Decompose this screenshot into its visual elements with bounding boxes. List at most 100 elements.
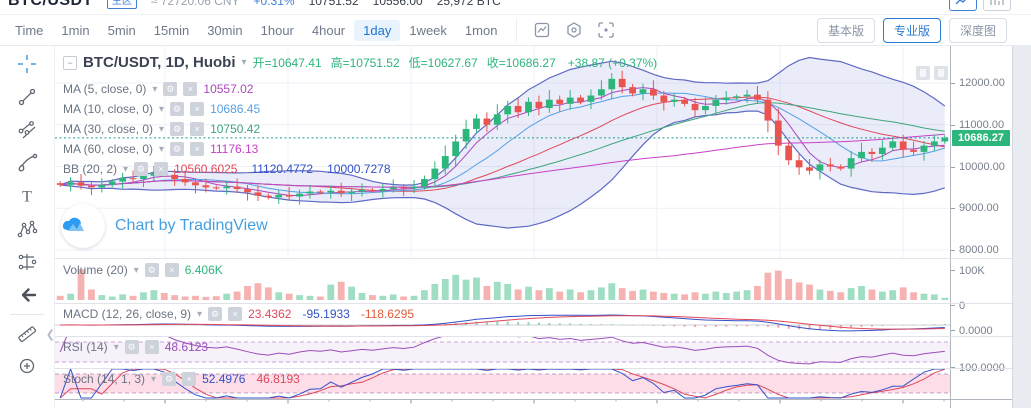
price-tick-label: 8000.00 [959, 244, 999, 256]
fiat-approx-value: ≈ 72720.06 CNY [150, 0, 240, 8]
interval-1mon[interactable]: 1mon [464, 22, 498, 38]
pane-separator[interactable] [55, 303, 1012, 304]
projection-icon[interactable] [10, 247, 44, 277]
ma-label[interactable]: MA (5, close, 0) [63, 82, 147, 96]
view-mode-buttons: 基本版 专业版 深度图 [816, 17, 1031, 43]
chart-area[interactable]: − BTC/USDT, 1D, Huobi ▾ 开=10647.41 高=1075… [55, 46, 950, 408]
macd-label[interactable]: MACD (12, 26, close, 9) [63, 307, 192, 321]
interval-Time[interactable]: Time [15, 22, 44, 38]
ma-label[interactable]: MA (60, close, 0) [63, 142, 154, 156]
ma-label[interactable]: MA (30, close, 0) [63, 122, 154, 136]
close-icon[interactable]: × [164, 263, 179, 277]
chevron-down-icon[interactable]: ▾ [133, 264, 139, 276]
pane-separator[interactable] [55, 368, 1012, 369]
interval-list: Time 1min 5min 15min 30min 1hour 4hour 1day 1wee… [0, 19, 506, 41]
gear-icon[interactable]: ⚙ [170, 102, 185, 116]
rsi-pane-canvas[interactable] [55, 336, 950, 368]
watermark-text[interactable]: Chart by TradingView [115, 217, 268, 234]
tradingview-logo-icon [61, 204, 105, 248]
text-icon[interactable]: T [10, 181, 44, 211]
interval-1min[interactable]: 1min [61, 22, 90, 38]
macd-values: 23.4362 -95.1933 -118.6295 [248, 307, 422, 321]
chevron-down-icon[interactable]: ▾ [241, 57, 247, 68]
sub-axis-tick [951, 330, 955, 331]
gear-icon[interactable]: ⚙ [170, 122, 185, 136]
time-axis[interactable] [55, 399, 950, 408]
xabcd-pattern-icon[interactable] [10, 214, 44, 244]
view-button-基本版[interactable]: 基本版 [816, 17, 875, 43]
pane-close-icon[interactable] [934, 66, 948, 80]
close-icon[interactable]: × [190, 122, 205, 136]
trend-line-icon[interactable] [10, 82, 44, 112]
chevron-down-icon[interactable]: ▾ [151, 373, 157, 385]
volume-label[interactable]: Volume (20) [63, 263, 128, 277]
ruler-icon[interactable] [10, 319, 44, 349]
close-icon[interactable]: × [182, 372, 197, 386]
macd-pane-canvas[interactable] [55, 303, 950, 336]
stoch-pane-canvas[interactable] [55, 368, 950, 399]
interval-5min[interactable]: 5min [107, 22, 136, 38]
chevron-down-icon[interactable]: ▾ [197, 308, 203, 320]
bb-label[interactable]: BB (20, 2) [63, 162, 118, 176]
chevron-down-icon[interactable]: ▾ [123, 163, 129, 175]
volume-24h: 25,972 BTC [436, 0, 501, 8]
chart-view-toggle-button[interactable] [949, 0, 977, 11]
high-24h: 10751.52 [308, 0, 359, 8]
pane-separator[interactable] [55, 258, 1012, 259]
back-arrow-icon[interactable] [10, 280, 44, 310]
gear-icon[interactable]: ⚙ [124, 340, 139, 354]
gear-icon[interactable]: ⚙ [170, 142, 185, 156]
interval-1hour[interactable]: 1hour [260, 22, 294, 38]
close-icon[interactable]: × [144, 340, 159, 354]
gear-icon[interactable]: ⚙ [163, 82, 178, 96]
chevron-down-icon[interactable]: ▾ [113, 341, 119, 353]
drawing-toolbar: ❮ T [0, 46, 55, 408]
interval-15min[interactable]: 15min [153, 22, 190, 38]
price-axis[interactable]: 12000.00 11000.00 10000.00 9000.00 8000.00 10… [950, 46, 1012, 408]
pane-separator[interactable] [55, 336, 1012, 337]
interval-4hour[interactable]: 4hour [311, 22, 346, 38]
gear-icon[interactable]: ⚙ [134, 162, 149, 176]
line-style-icon[interactable] [529, 18, 555, 42]
sub-axis-label: 0.0000 [959, 325, 993, 337]
symbol-legend-title[interactable]: BTC/USDT, 1D, Huobi [83, 54, 236, 71]
close-icon[interactable]: × [190, 102, 205, 116]
stoch-d-value: 46.8193 [256, 372, 300, 386]
chevron-down-icon[interactable]: ▾ [159, 123, 165, 135]
stoch-label[interactable]: Stoch (14, 1, 3) [63, 372, 146, 386]
gear-icon[interactable]: ⚙ [208, 307, 223, 321]
ma-label[interactable]: MA (10, close, 0) [63, 102, 154, 116]
price-chart-canvas[interactable] [55, 46, 950, 258]
gear-icon[interactable]: ⚙ [162, 372, 177, 386]
zoom-in-icon[interactable] [10, 352, 44, 382]
view-button-深度图[interactable]: 深度图 [948, 17, 1007, 43]
indicators-icon[interactable] [561, 18, 587, 42]
interval-1week[interactable]: 1week [409, 22, 447, 38]
close-icon[interactable]: × [183, 82, 198, 96]
view-button-专业版[interactable]: 专业版 [882, 17, 941, 43]
rsi-label[interactable]: RSI (14) [63, 340, 108, 354]
interval-30min[interactable]: 30min [207, 22, 243, 38]
chevron-down-icon[interactable]: ▾ [152, 83, 158, 95]
price-tick [951, 83, 955, 84]
volume-pane-canvas[interactable] [55, 258, 950, 303]
crosshair-icon[interactable] [10, 49, 44, 79]
chart-tool-icons [516, 18, 619, 42]
gear-icon[interactable]: ⚙ [144, 263, 159, 277]
depth-view-toggle-button[interactable] [983, 0, 1011, 11]
chevron-down-icon[interactable]: ▾ [159, 103, 165, 115]
interval-1day[interactable]: 1day [354, 19, 401, 41]
close-icon[interactable]: × [154, 162, 169, 176]
symbol-legend: − BTC/USDT, 1D, Huobi ▾ 开=10647.41 高=1075… [63, 54, 657, 71]
gann-fib-icon[interactable] [10, 115, 44, 145]
legend-collapse-icon[interactable]: − [63, 55, 77, 70]
top-bar: BTC/USDT 主区 ≈ 72720.06 CNY +0.31% 10751.… [0, 0, 1031, 14]
brush-icon[interactable] [10, 148, 44, 178]
close-icon[interactable]: × [190, 142, 205, 156]
close-icon[interactable]: × [228, 307, 243, 321]
chevron-down-icon[interactable]: ▾ [159, 143, 165, 155]
screenshot-icon[interactable] [593, 18, 619, 42]
collapse-toolbar-chevron[interactable]: ❮ [45, 329, 55, 341]
current-price-badge: 10686.27 [952, 129, 1010, 146]
pane-maximize-icon[interactable] [916, 66, 930, 80]
